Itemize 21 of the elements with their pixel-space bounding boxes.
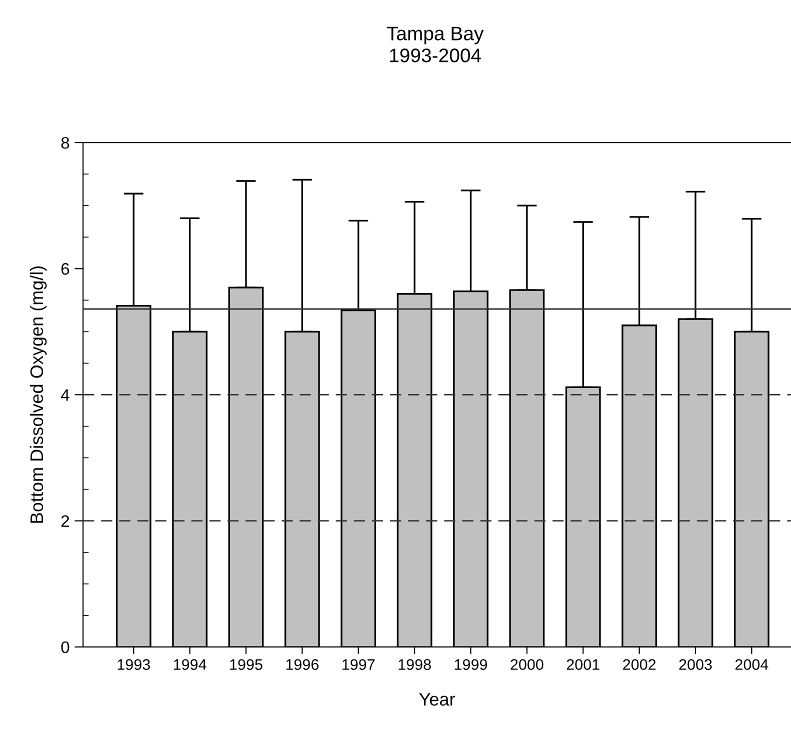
- x-tick-label: 1999: [454, 659, 488, 670]
- x-tick-label: 2004: [735, 659, 768, 670]
- x-tick-label: 2002: [623, 659, 656, 670]
- x-tick-label: 1998: [398, 659, 431, 670]
- chart-subtitle: 1993-2004: [390, 48, 481, 62]
- x-axis-title: Year: [419, 693, 455, 706]
- x-tick-label: 1994: [174, 659, 206, 670]
- y-tick-label: 6: [61, 263, 70, 275]
- x-tick-label: 2000: [510, 659, 544, 670]
- x-tick-label: 1995: [230, 659, 262, 670]
- x-tick-label: 2001: [566, 659, 600, 670]
- x-tick-label: 1996: [286, 659, 319, 670]
- chart-title: Tampa Bay: [386, 26, 484, 44]
- x-tick-label: 1997: [342, 659, 375, 670]
- x-tick-label: 2003: [679, 659, 712, 670]
- y-axis-title: Bottom Dissolved Oxygen (mg/l): [30, 266, 47, 523]
- x-tick-label: 1993: [118, 659, 150, 670]
- y-tick-label: 0: [61, 641, 70, 654]
- y-tick-label: 8: [61, 136, 70, 149]
- y-tick-label: 4: [60, 389, 70, 401]
- y-tick-label: 2: [61, 515, 70, 527]
